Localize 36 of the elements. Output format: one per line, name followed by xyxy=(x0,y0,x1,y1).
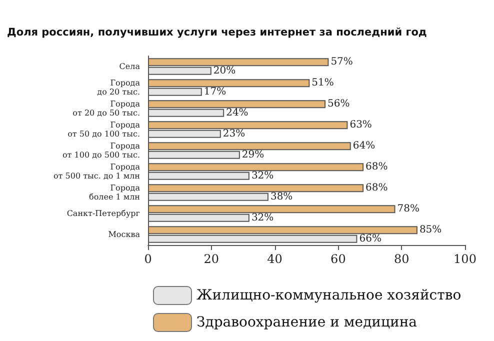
y-tick-label: Села xyxy=(119,62,140,71)
data-label: 17% xyxy=(204,86,226,98)
y-tick-label: Города от 500 тыс. до 1 млн xyxy=(53,162,140,180)
y-tick-label: Санкт-Петербург xyxy=(66,209,140,218)
y-tick-label: Москва xyxy=(108,230,140,239)
data-label: 32% xyxy=(251,170,274,182)
x-tick-label: 40 xyxy=(267,252,282,266)
chart-title: Доля россиян, получивших услуги через интернет за последний год xyxy=(7,26,427,38)
data-label: 78% xyxy=(397,204,420,215)
y-tick-label: Города от 20 до 50 тыс. xyxy=(72,100,140,118)
data-label: 29% xyxy=(242,149,264,160)
data-label: 24% xyxy=(226,107,248,118)
x-tick-label: 80 xyxy=(394,252,410,266)
data-label: 68% xyxy=(366,162,388,173)
legend-label: Жилищно-коммунальное хозяйство xyxy=(196,288,462,304)
x-tick-label: 20 xyxy=(204,252,220,266)
y-tick-label: Города от 50 до 100 тыс. xyxy=(68,120,140,138)
data-label: 23% xyxy=(222,128,246,140)
y-tick-label: Города более 1 млн xyxy=(89,184,140,202)
x-tick-label: 100 xyxy=(454,252,476,266)
data-label: 85% xyxy=(419,224,442,236)
data-label: 38% xyxy=(270,191,293,202)
data-label: 64% xyxy=(352,140,376,152)
y-tick-label: Города от 100 до 500 тыс. xyxy=(62,142,140,160)
data-label: 57% xyxy=(330,56,353,68)
y-tick-label: Города до 20 тыс. xyxy=(97,78,140,96)
data-label: 20% xyxy=(213,65,236,76)
legend-label: Здравоохранение и медицина xyxy=(196,314,418,330)
data-label: 32% xyxy=(251,212,274,224)
x-tick-label: 0 xyxy=(144,252,152,266)
data-label: 56% xyxy=(328,98,350,110)
x-tick-label: 60 xyxy=(330,252,346,266)
data-label: 66% xyxy=(359,233,382,244)
data-label: 68% xyxy=(366,182,388,194)
data-label: 63% xyxy=(350,120,372,131)
data-label: 51% xyxy=(312,78,334,89)
